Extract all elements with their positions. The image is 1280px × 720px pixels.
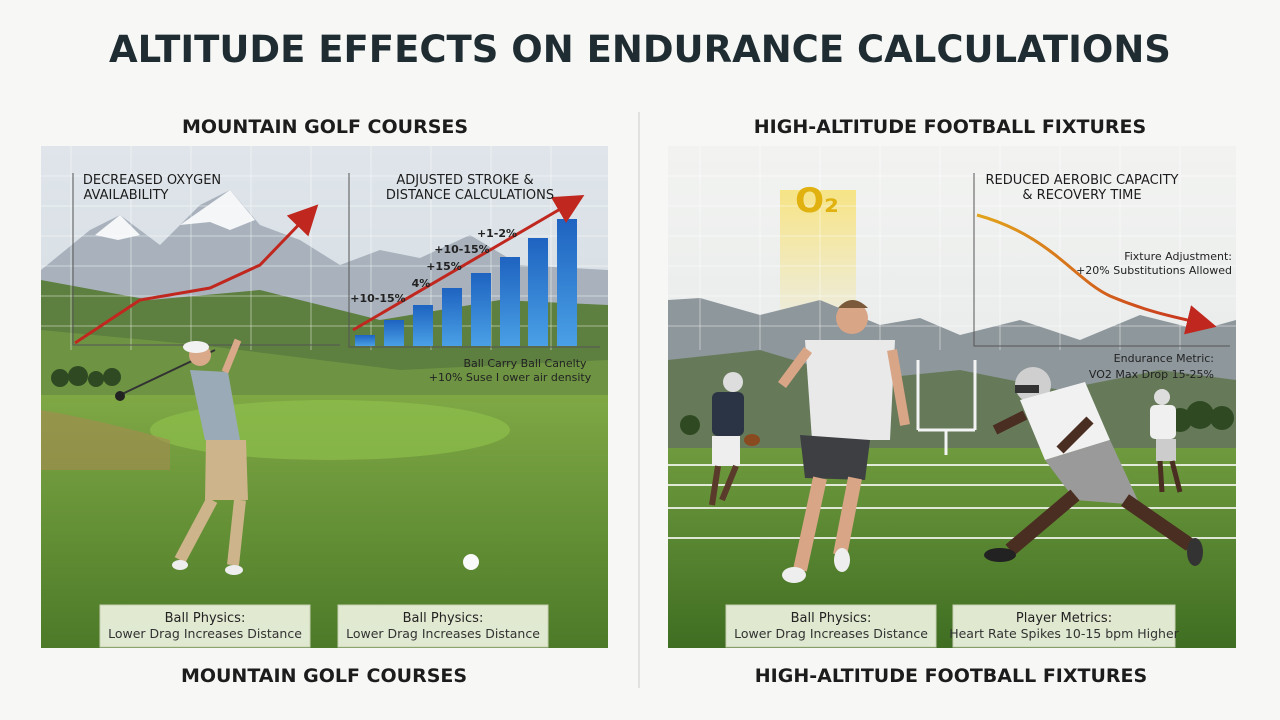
info-card xyxy=(725,604,937,648)
chart-label: & RECOVERY TIME xyxy=(1022,188,1141,203)
page-title: ALTITUDE EFFECTS ON ENDURANCE CALCULATIO… xyxy=(109,28,1171,71)
grid xyxy=(668,146,1236,350)
panel-footer: HIGH-ALTITUDE FOOTBALL FIXTURES xyxy=(755,665,1147,687)
bar-label: 4% xyxy=(412,277,431,290)
bar-illustration xyxy=(355,219,577,346)
chart-frame xyxy=(348,173,600,348)
card-title: Player Metrics: xyxy=(1016,611,1112,626)
chart-label: ADJUSTED STROKE & xyxy=(396,173,533,188)
football-scene xyxy=(668,146,1236,648)
bar-label: +15% xyxy=(426,260,462,273)
card-text: Lower Drag Increases Distance xyxy=(108,626,302,641)
bar-label: +10-15% xyxy=(350,292,405,305)
chart-label: AVAILABILITY xyxy=(84,188,169,203)
trend-arrow xyxy=(352,194,585,332)
panel-heading: HIGH-ALTITUDE FOOTBALL FIXTURES xyxy=(754,116,1146,138)
adjustment-label: Fixture Adjustment: xyxy=(1124,250,1232,263)
chart-frame xyxy=(973,173,1230,347)
golf-scene xyxy=(41,146,608,648)
card-text: Heart Rate Spikes 10-15 bpm Higher xyxy=(949,626,1179,641)
chart-label: DISTANCE CALCULATIONS xyxy=(386,188,554,203)
bar-label: +10-15% xyxy=(434,243,489,256)
card-title: Ball Physics: xyxy=(403,611,484,626)
golfer xyxy=(115,338,479,575)
players xyxy=(709,300,1203,583)
info-card xyxy=(99,604,311,648)
chart-note: +10% Suse I ower air density xyxy=(429,371,592,384)
chart-label: DECREASED OXYGEN xyxy=(83,173,221,188)
bar-label: +1-2% xyxy=(477,227,517,240)
panel-footer: MOUNTAIN GOLF COURSES xyxy=(181,665,467,687)
oxygen-symbol: O₂ xyxy=(795,181,839,221)
chart-note: Ball Carry Ball Canelty xyxy=(463,357,587,370)
info-card xyxy=(952,604,1176,648)
panel-heading: MOUNTAIN GOLF COURSES xyxy=(182,116,468,138)
decline-curve xyxy=(976,213,1217,335)
adjustment-text: +20% Substitutions Allowed xyxy=(1076,264,1232,277)
info-card xyxy=(337,604,549,648)
metric-label: Endurance Metric: xyxy=(1114,352,1214,365)
trend-arrow xyxy=(74,204,319,345)
card-title: Ball Physics: xyxy=(165,611,246,626)
card-text: Lower Drag Increases Distance xyxy=(346,626,540,641)
goalpost xyxy=(916,360,977,455)
chart-label: REDUCED AEROBIC CAPACITY xyxy=(986,173,1179,188)
card-text: Lower Drag Increases Distance xyxy=(734,626,928,641)
metric-text: VO2 Max Drop 15-25% xyxy=(1089,368,1214,381)
chart-frame xyxy=(72,173,340,346)
card-title: Ball Physics: xyxy=(791,611,872,626)
